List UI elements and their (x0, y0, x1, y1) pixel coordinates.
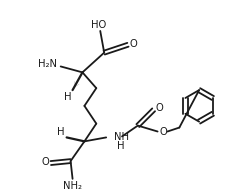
Text: O: O (41, 157, 49, 167)
Text: HO: HO (91, 20, 106, 30)
Text: O: O (130, 39, 138, 49)
Text: NH: NH (114, 132, 129, 142)
Text: H: H (64, 92, 71, 102)
Text: H: H (117, 141, 125, 151)
Text: NH₂: NH₂ (63, 181, 82, 191)
Text: H₂N: H₂N (38, 59, 57, 69)
Text: O: O (156, 103, 163, 113)
Text: O: O (160, 128, 167, 137)
Text: H: H (57, 128, 64, 137)
